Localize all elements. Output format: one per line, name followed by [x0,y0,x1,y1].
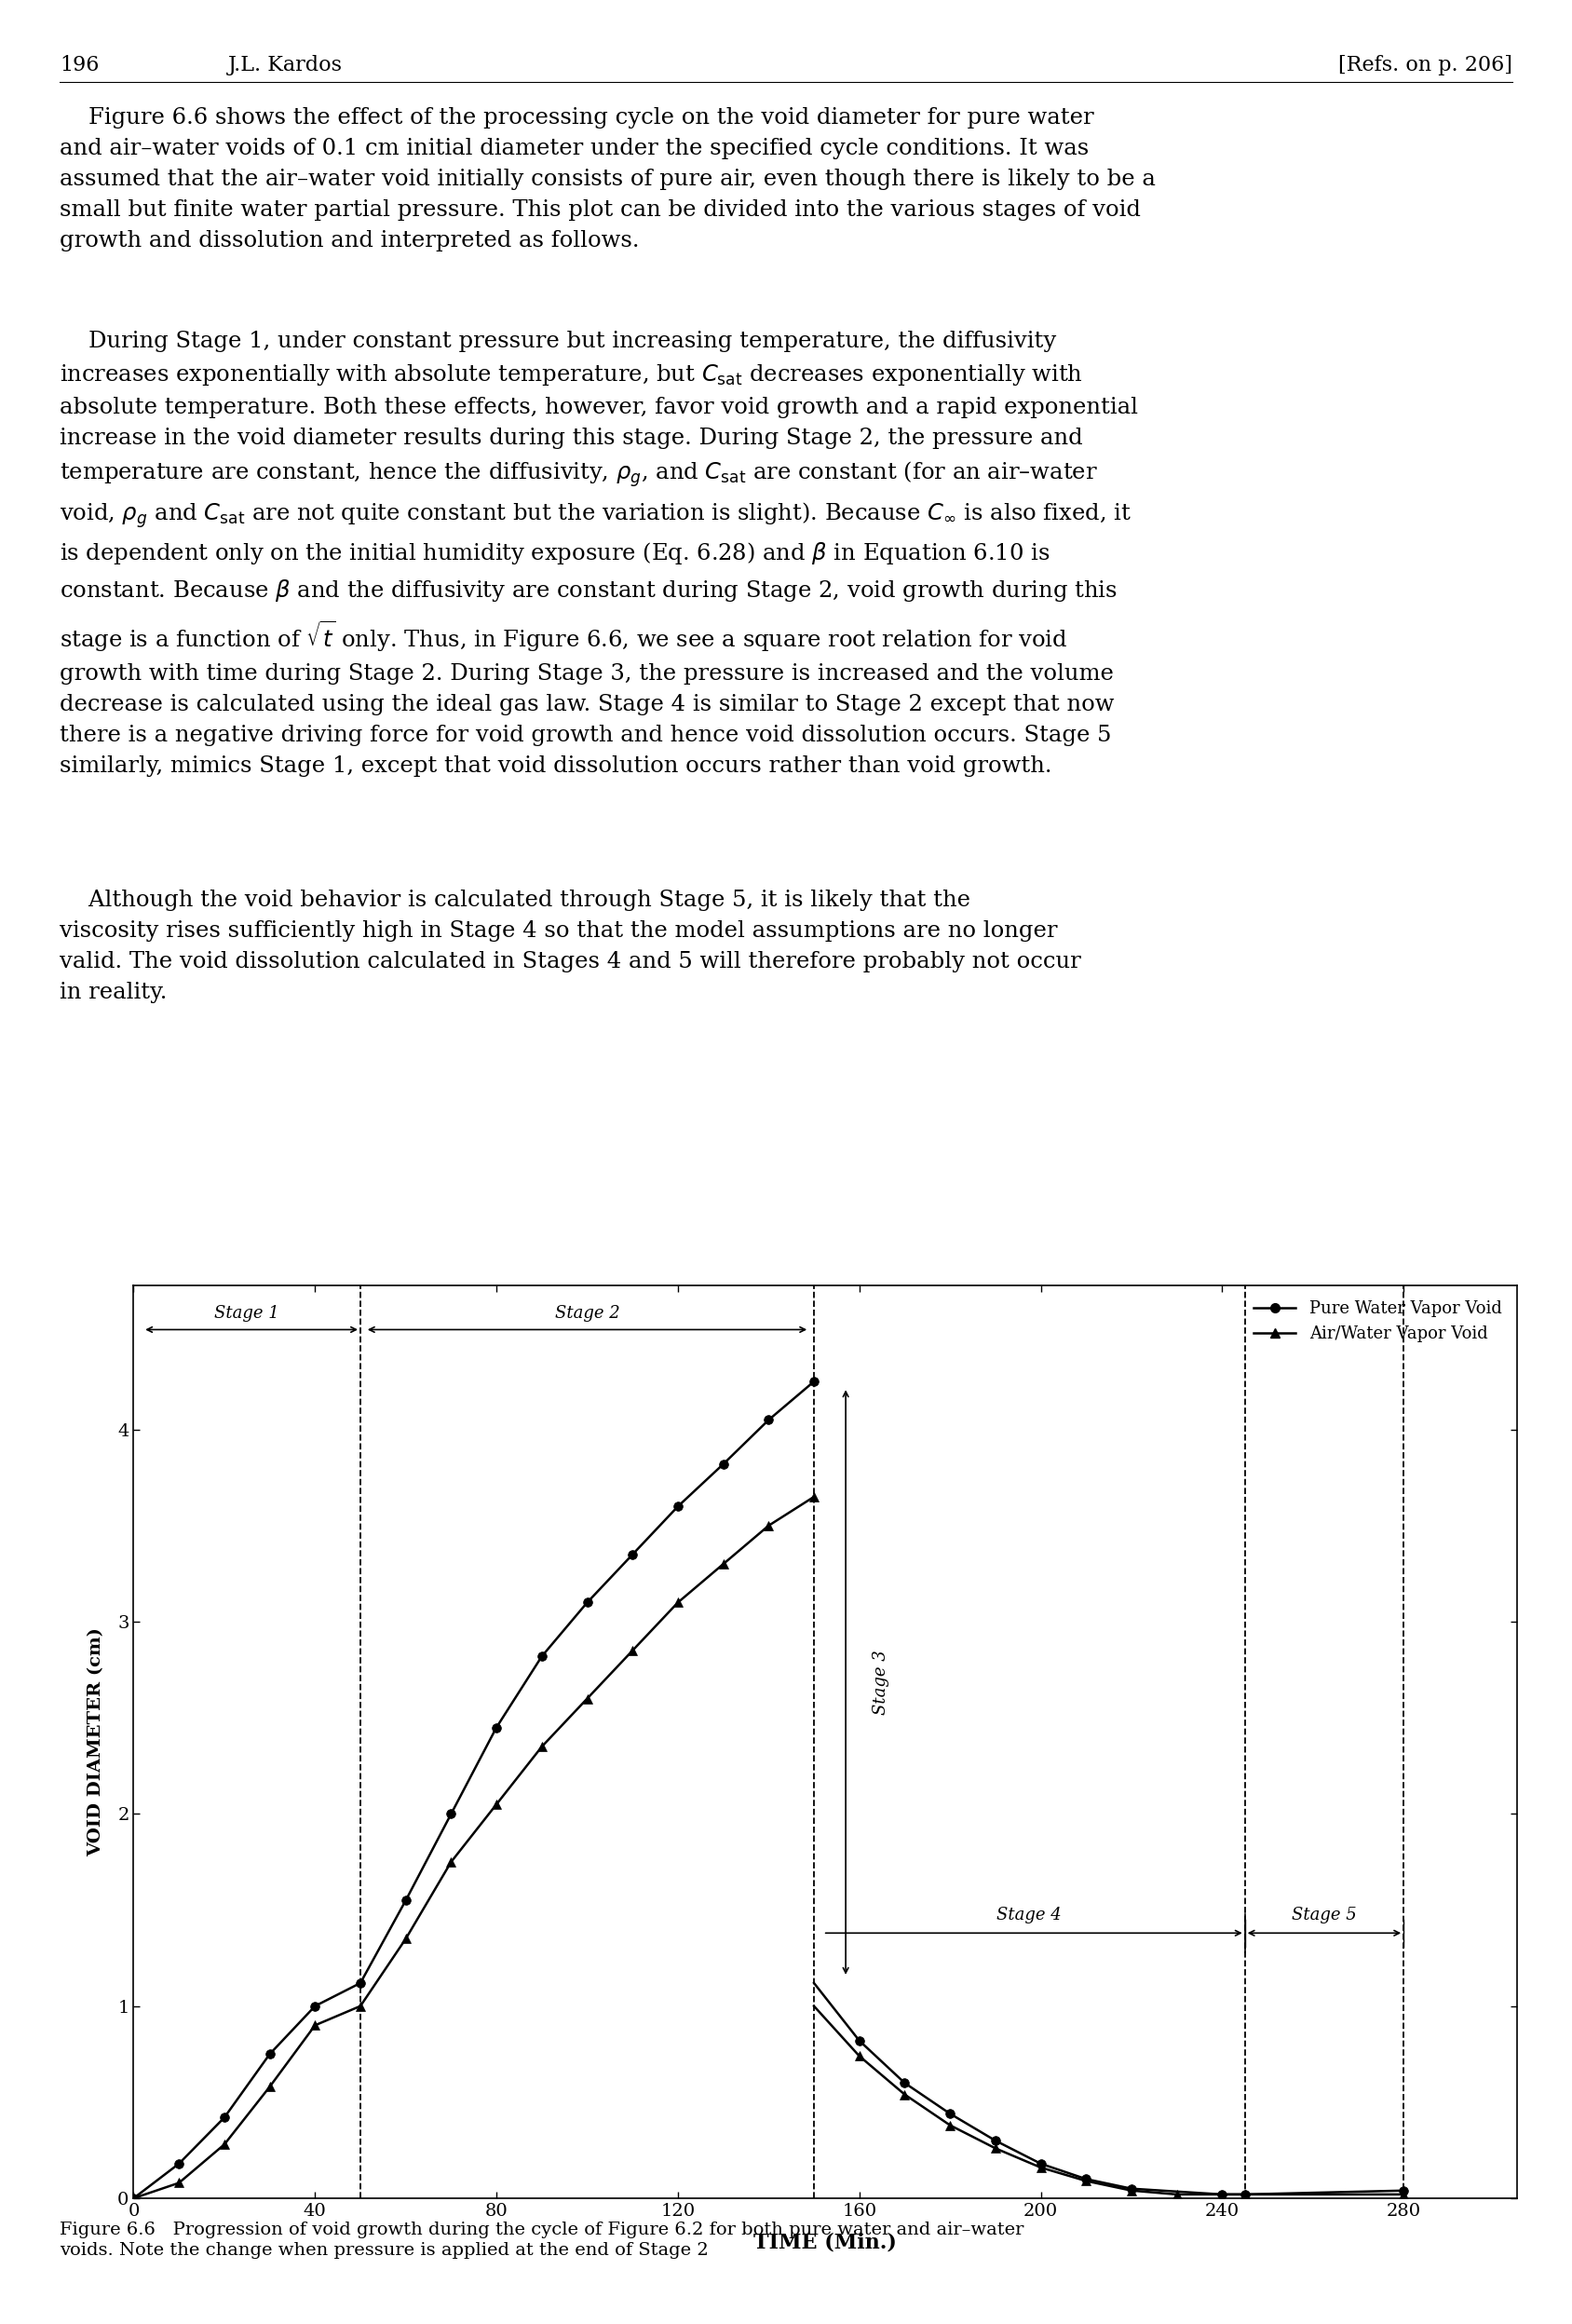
Text: Although the void behavior is calculated through Stage 5, it is likely that the
: Although the void behavior is calculated… [60,890,1082,1004]
Y-axis label: VOID DIAMETER (cm): VOID DIAMETER (cm) [88,1627,104,1857]
Text: Stage 2: Stage 2 [555,1306,619,1322]
Text: Figure 6.6   Progression of void growth during the cycle of Figure 6.2 for both : Figure 6.6 Progression of void growth du… [60,2222,1023,2238]
Text: 196: 196 [60,56,99,74]
Text: During Stage 1, under constant pressure but increasing temperature, the diffusiv: During Stage 1, under constant pressure … [60,330,1138,776]
Text: Stage 4: Stage 4 [997,1906,1061,1924]
Text: Stage 3: Stage 3 [872,1650,890,1715]
Text: J.L. Kardos: J.L. Kardos [228,56,343,74]
X-axis label: TIME (Min.): TIME (Min.) [753,2233,898,2252]
Legend: Pure Water Vapor Void, Air/Water Vapor Void: Pure Water Vapor Void, Air/Water Vapor V… [1247,1294,1509,1350]
Text: Stage 1: Stage 1 [214,1306,280,1322]
Text: Figure 6.6 shows the effect of the processing cycle on the void diameter for pur: Figure 6.6 shows the effect of the proce… [60,107,1155,251]
Text: [Refs. on p. 206]: [Refs. on p. 206] [1338,56,1512,74]
Text: Stage 5: Stage 5 [1292,1906,1357,1924]
Text: voids. Note the change when pressure is applied at the end of Stage 2: voids. Note the change when pressure is … [60,2243,709,2259]
